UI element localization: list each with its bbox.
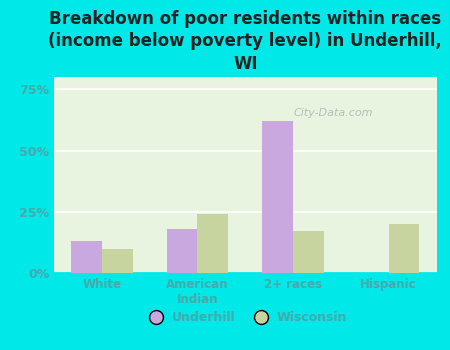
Bar [167, 229, 198, 273]
Bar [72, 241, 102, 273]
Title: Breakdown of poor residents within races
(income below poverty level) in Underhi: Breakdown of poor residents within races… [49, 10, 442, 73]
Bar [198, 214, 228, 273]
Bar [293, 231, 324, 273]
Text: City-Data.com: City-Data.com [293, 108, 373, 118]
Bar [388, 224, 419, 273]
Bar [262, 121, 293, 273]
Legend: Underhill, Wisconsin: Underhill, Wisconsin [138, 307, 352, 329]
Bar [102, 248, 133, 273]
